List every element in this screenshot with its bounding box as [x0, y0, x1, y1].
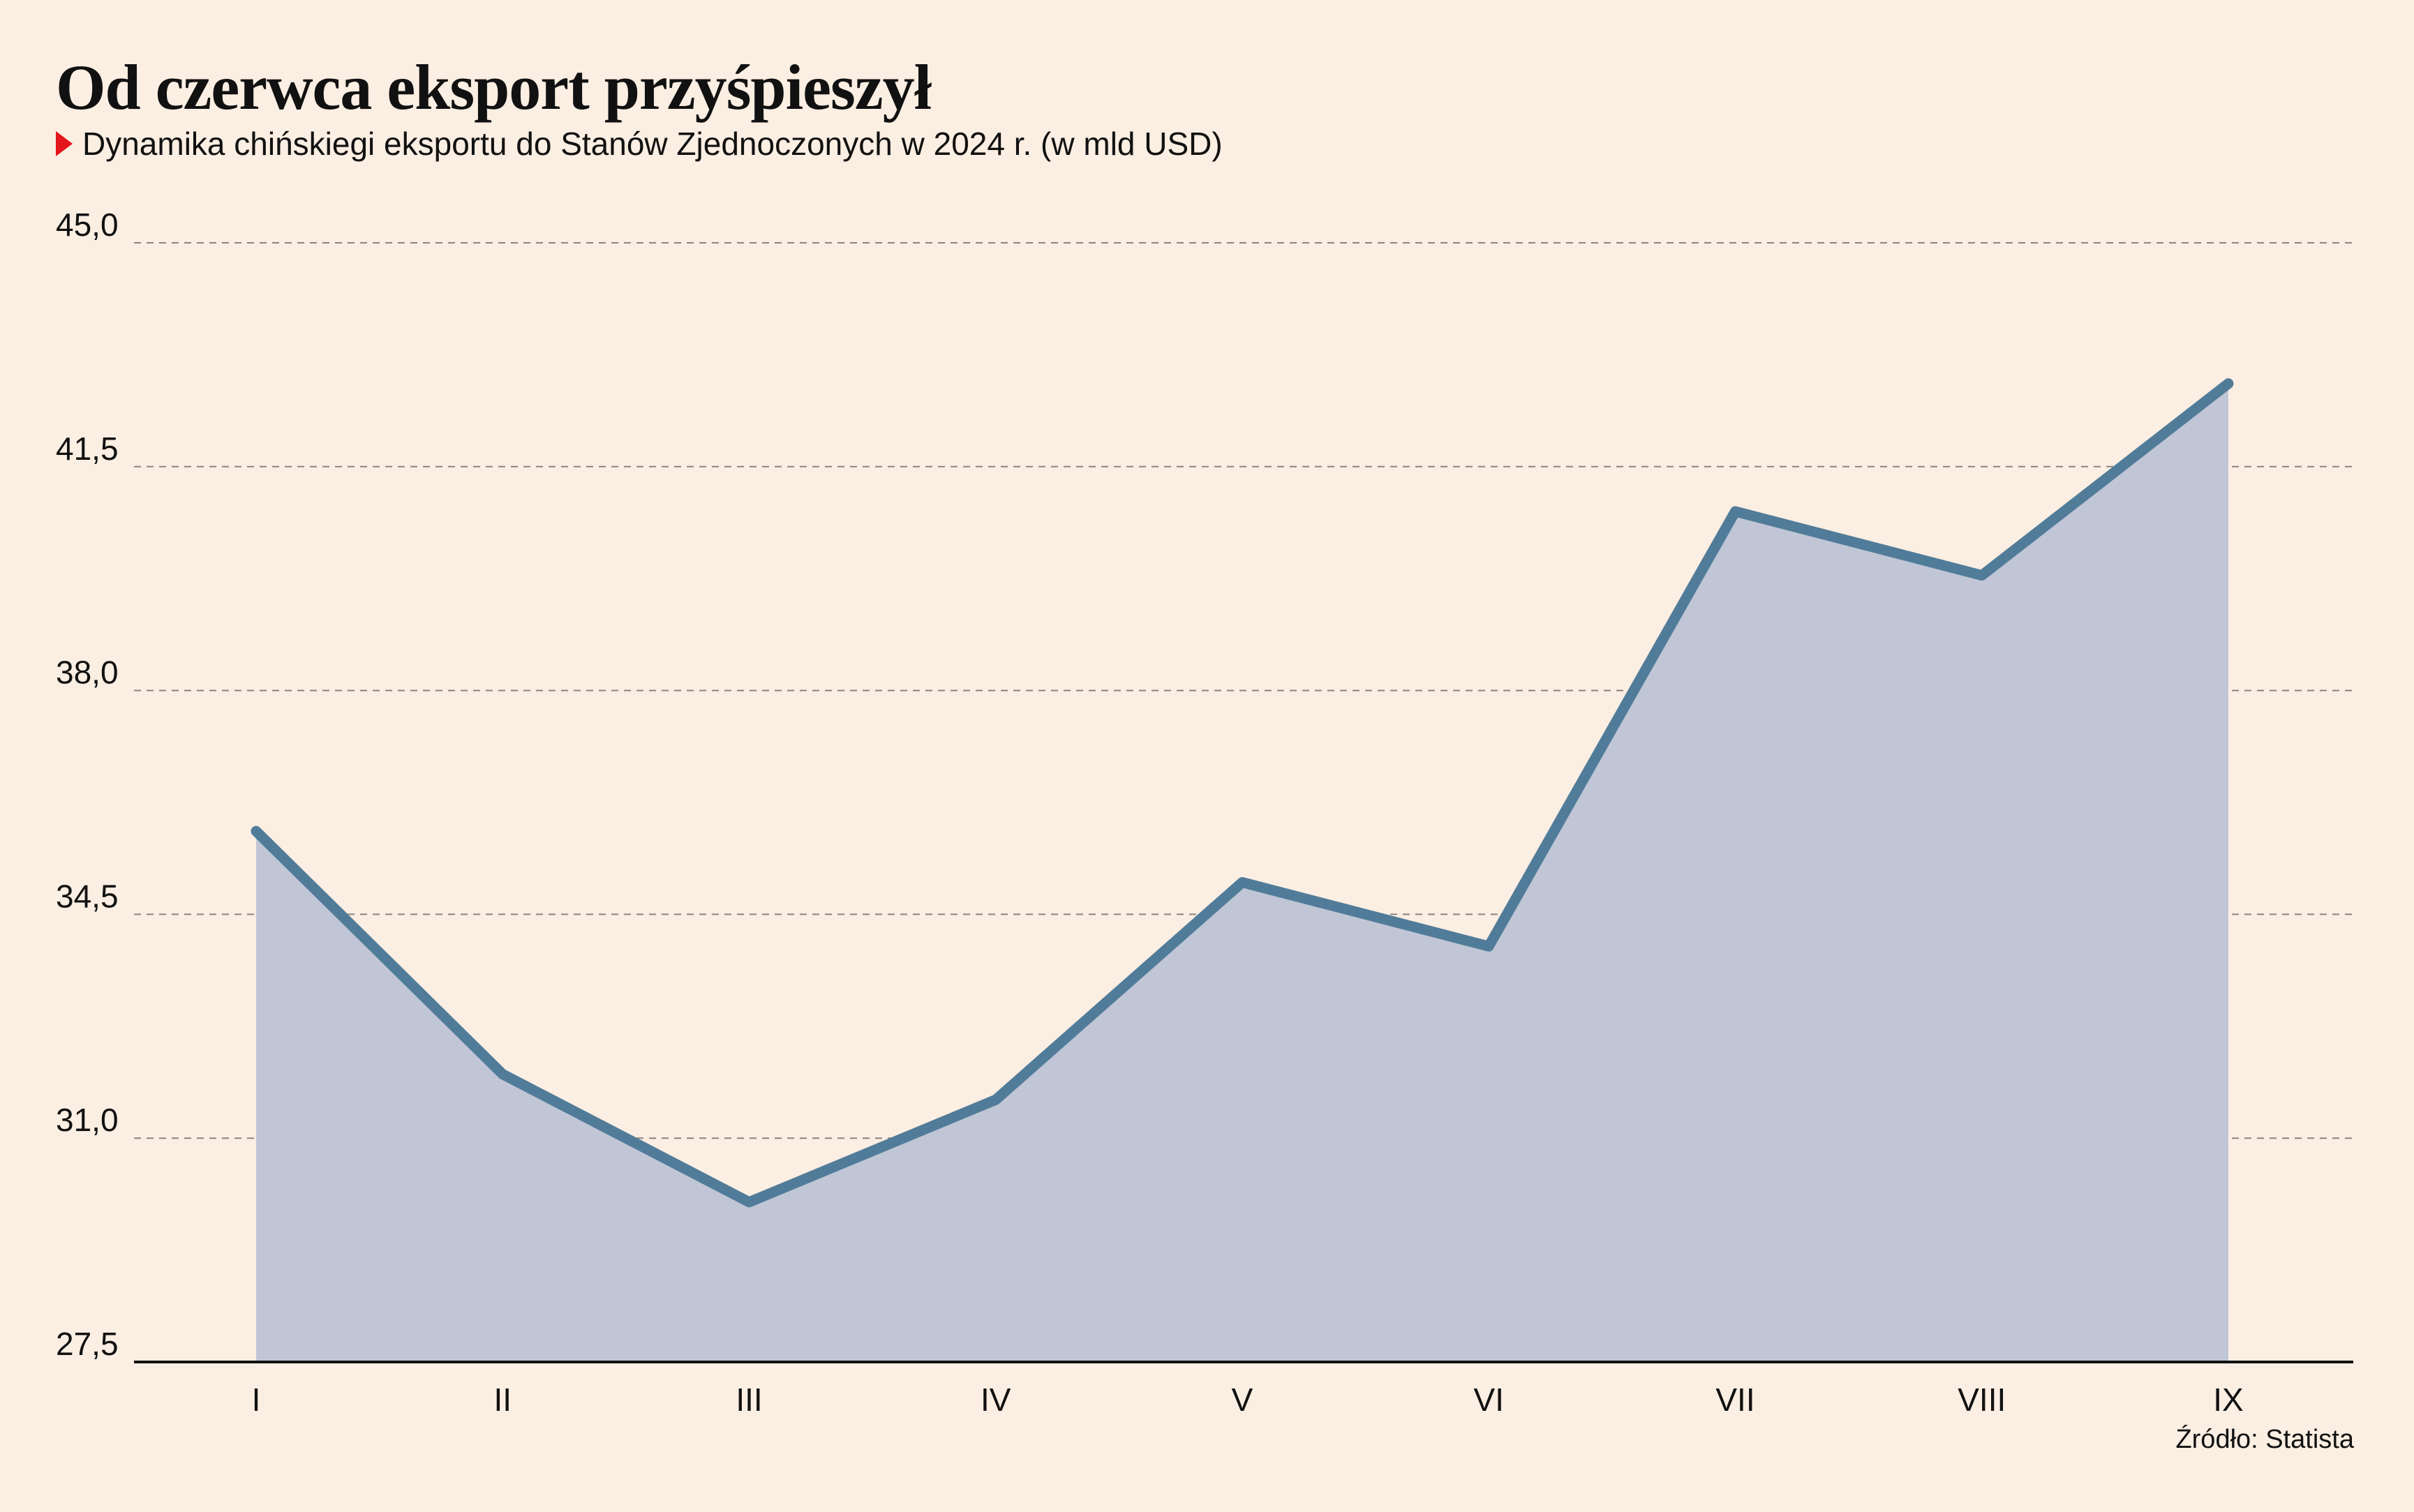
- data-point: [1488, 945, 1490, 948]
- y-tick-label: 27,5: [56, 1326, 119, 1362]
- series-line: [251, 378, 2234, 1208]
- x-tick-label: VIII: [1958, 1382, 2006, 1418]
- x-tick-label: VI: [1474, 1382, 1504, 1418]
- x-tick-label: V: [1232, 1382, 1253, 1418]
- chart-title: Od czerwca eksport przyśpieszył: [56, 52, 932, 123]
- area-fill: [256, 383, 2228, 1362]
- y-tick-label: 38,0: [56, 654, 119, 691]
- data-point: [1734, 510, 1736, 512]
- y-tick-label: 41,5: [56, 431, 119, 467]
- x-tick-label: IV: [981, 1382, 1011, 1418]
- data-point: [255, 830, 257, 832]
- area-shape: [256, 383, 2228, 1362]
- source-note: Źródło: Statista: [2175, 1425, 2354, 1454]
- chart-subtitle-text: Dynamika chińskiegi eksportu do Stanów Z…: [82, 126, 1223, 162]
- y-axis-tick-labels: 45,0 41,5 38,0 34,5 31,0 27,5: [56, 207, 119, 1362]
- chart-subtitle: Dynamika chińskiegi eksportu do Stanów Z…: [56, 124, 1223, 163]
- y-tick-label: 34,5: [56, 878, 119, 914]
- x-tick-label: IX: [2213, 1382, 2243, 1418]
- data-point: [748, 1201, 750, 1203]
- y-tick-label: 45,0: [56, 207, 119, 243]
- data-point: [1242, 881, 1243, 883]
- x-tick-label: III: [736, 1382, 762, 1418]
- x-tick-label: II: [493, 1382, 512, 1418]
- data-point: [2228, 382, 2229, 384]
- data-point: [994, 1099, 997, 1101]
- x-tick-label: VII: [1715, 1382, 1754, 1418]
- data-point: [502, 1073, 504, 1075]
- y-tick-label: 31,0: [56, 1102, 119, 1138]
- red-triangle-icon: [56, 131, 73, 156]
- data-point: [1981, 574, 1983, 576]
- x-tick-label: I: [252, 1382, 261, 1418]
- x-axis-tick-labels: I II III IV V VI VII VIII IX: [252, 1382, 2244, 1418]
